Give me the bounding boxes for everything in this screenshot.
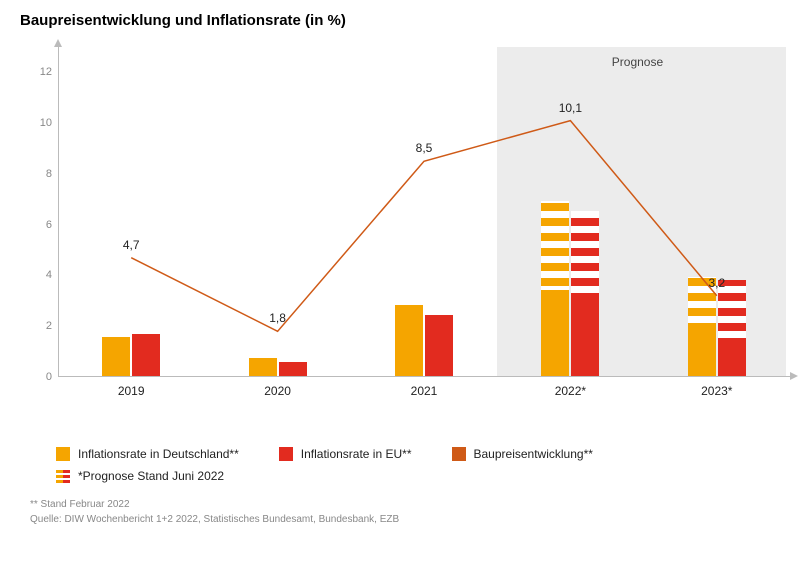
bar-base: [541, 290, 569, 376]
legend-label: Baupreisentwicklung**: [474, 447, 593, 461]
legend-swatch-icon: [56, 447, 70, 461]
legend: Inflationsrate in Deutschland** Inflation…: [56, 447, 656, 483]
legend-label: Inflationsrate in Deutschland**: [78, 447, 239, 461]
legend-item: *Prognose Stand Juni 2022: [56, 469, 224, 483]
y-tick-label: 12: [40, 66, 52, 78]
x-axis-arrow-icon: [790, 372, 798, 380]
legend-label: Inflationsrate in EU**: [301, 447, 412, 461]
line-point-label: 10,1: [559, 101, 582, 115]
legend-item: Inflationsrate in Deutschland**: [56, 447, 239, 461]
bar: [395, 305, 423, 376]
bar: [102, 337, 130, 376]
bar-base: [718, 343, 746, 376]
x-tick-label: 2022*: [555, 384, 586, 398]
y-tick-label: 4: [46, 269, 52, 281]
line-point-label: 8,5: [416, 141, 433, 155]
x-tick-label: 2020: [264, 384, 291, 398]
legend-item: Baupreisentwicklung**: [452, 447, 593, 461]
bar-base: [571, 300, 599, 376]
y-axis-arrow-icon: [54, 39, 62, 47]
y-tick-label: 10: [40, 117, 52, 129]
line-point-label: 1,8: [269, 311, 286, 325]
legend-swatch-icon: [452, 447, 466, 461]
plot-area: Prognose2019202020212022*2023*4,71,88,51…: [58, 47, 790, 377]
legend-swatch-icon: [56, 469, 70, 483]
x-tick-label: 2019: [118, 384, 145, 398]
chart-title: Baupreisentwicklung und Inflationsrate (…: [20, 12, 790, 29]
y-tick-label: 8: [46, 168, 52, 180]
y-axis: 024681012: [30, 47, 58, 377]
bar: [425, 315, 453, 376]
prognose-label: Prognose: [612, 55, 663, 69]
y-tick-label: 0: [46, 371, 52, 383]
bar-base: [688, 323, 716, 376]
footnote-line: ** Stand Februar 2022: [30, 497, 790, 512]
chart-area: 0 2 4 6 8 10 12 Prognose 2019 2020 2021 2022* 2023*…: [30, 47, 790, 407]
y-axis-line: [58, 47, 59, 376]
bar: [249, 358, 277, 376]
line-point-label: 4,7: [123, 238, 140, 252]
legend-swatch-icon: [279, 447, 293, 461]
x-tick-label: 2021: [411, 384, 438, 398]
bar: [132, 334, 160, 376]
y-tick-label: 6: [46, 219, 52, 231]
legend-item: Inflationsrate in EU**: [279, 447, 412, 461]
line-point-label: 3,2: [708, 276, 725, 290]
bar: [279, 362, 307, 376]
footnotes: ** Stand Februar 2022Quelle: DIW Wochenb…: [30, 497, 790, 527]
x-tick-label: 2023*: [701, 384, 732, 398]
legend-label: *Prognose Stand Juni 2022: [78, 469, 224, 483]
footnote-line: Quelle: DIW Wochenbericht 1+2 2022, Stat…: [30, 512, 790, 527]
y-tick-label: 2: [46, 320, 52, 332]
